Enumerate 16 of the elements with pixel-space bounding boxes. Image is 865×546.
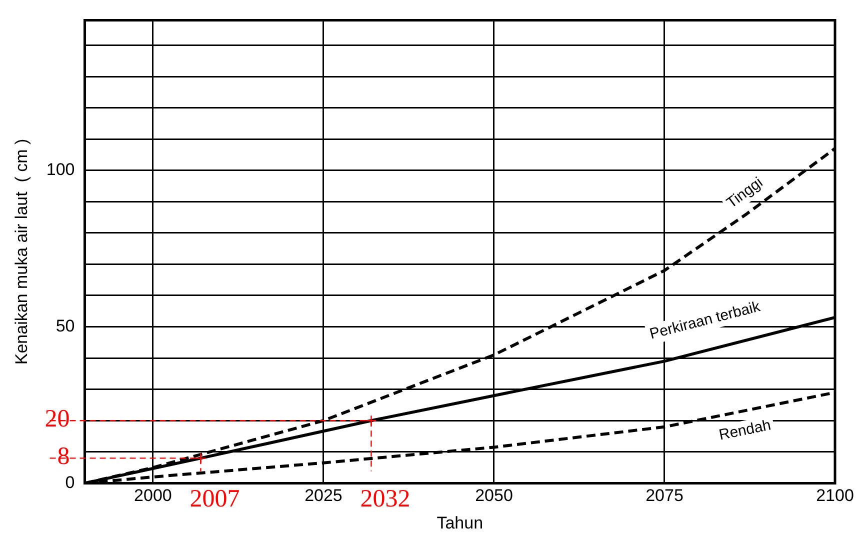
x-tick-label: 2000 (134, 486, 172, 506)
text: 2032 (360, 485, 410, 512)
y-tick-label: 50 (56, 316, 75, 336)
text: Perkiraan terbaik (648, 298, 762, 343)
y-tick-label: 100 (46, 160, 75, 180)
annotation: 8 (57, 443, 70, 470)
text: 2007 (190, 485, 240, 512)
x-tick-label: 2100 (816, 486, 854, 506)
text: Rendah (717, 416, 772, 444)
x-tick-label: 2075 (646, 486, 684, 506)
annotation: 20 (44, 406, 70, 433)
y-tick-label: 0 (65, 472, 75, 492)
x-tick-label: 2025 (304, 486, 342, 506)
x-axis-title: Tahun (436, 513, 484, 532)
y-axis-title: Kenaikan muka air laut ( cm ) (12, 138, 31, 365)
x-tick-label: 2050 (475, 486, 513, 506)
